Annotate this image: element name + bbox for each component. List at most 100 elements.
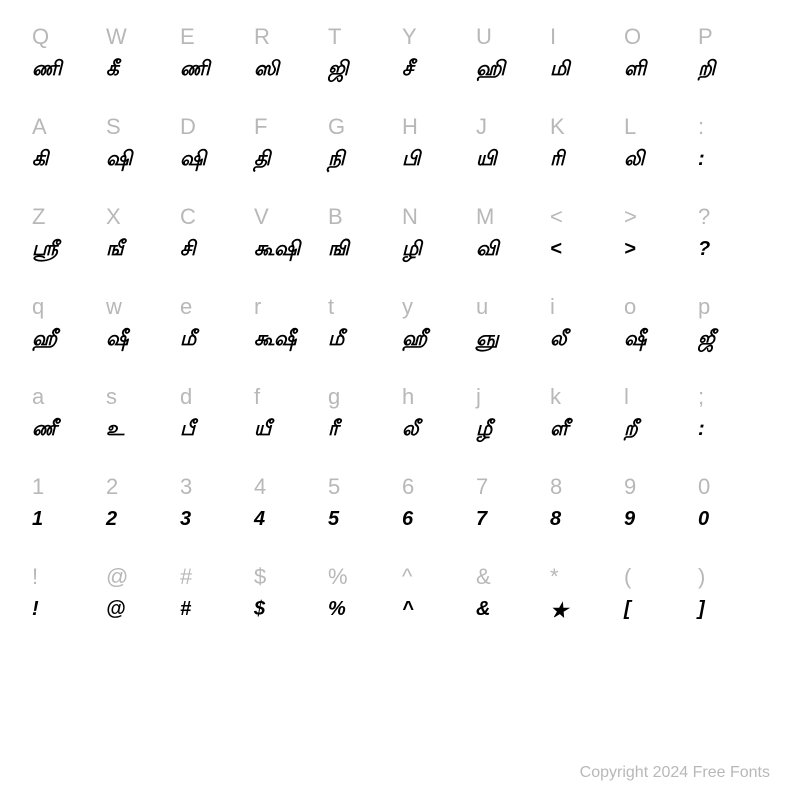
char-cell: ## (178, 560, 252, 650)
glyph: லீ (402, 418, 419, 443)
key-label: F (254, 114, 267, 140)
key-label: E (180, 24, 195, 50)
char-cell: Qணி (30, 20, 104, 110)
glyph: ஷீ (106, 328, 128, 353)
key-label: r (254, 294, 261, 320)
char-cell: *★ (548, 560, 622, 650)
char-cell: && (474, 560, 548, 650)
key-label: @ (106, 564, 128, 590)
key-label: ! (32, 564, 38, 590)
char-cell: e மீ (178, 290, 252, 380)
char-cell: 11 (30, 470, 104, 560)
glyph: பி (402, 148, 420, 173)
key-label: e (180, 294, 192, 320)
key-label: 2 (106, 474, 118, 500)
key-label: I (550, 24, 556, 50)
glyph: ழி (402, 238, 422, 263)
char-cell: k ளீ (548, 380, 622, 470)
glyph: 1 (32, 508, 43, 531)
glyph: வி (476, 238, 499, 263)
key-label: s (106, 384, 117, 410)
glyph: கீ (106, 58, 119, 83)
key-label: ) (698, 564, 705, 590)
char-cell: Kரி (548, 110, 622, 200)
key-label: Q (32, 24, 49, 50)
char-cell: Y சீ (400, 20, 474, 110)
glyph: ஸி (254, 58, 279, 83)
char-cell: !! (30, 560, 104, 650)
char-cell: ?? (696, 200, 770, 290)
char-cell: 55 (326, 470, 400, 560)
glyph: 8 (550, 508, 561, 531)
glyph: % (328, 598, 346, 621)
key-label: f (254, 384, 260, 410)
glyph: ளீ (550, 418, 568, 443)
glyph: & (476, 598, 490, 621)
char-cell: :: (696, 110, 770, 200)
glyph: ஜீ (698, 328, 715, 353)
copyright-footer: Copyright 2024 Free Fonts (580, 764, 770, 782)
char-cell: 88 (548, 470, 622, 560)
key-label: 1 (32, 474, 44, 500)
char-cell: @@ (104, 560, 178, 650)
glyph: ணீ (32, 418, 56, 443)
glyph: ணி (180, 58, 210, 83)
key-label: T (328, 24, 341, 50)
key-label: ( (624, 564, 631, 590)
key-label: B (328, 204, 343, 230)
char-cell: $$ (252, 560, 326, 650)
glyph: 9 (624, 508, 635, 531)
char-cell: N ழி (400, 200, 474, 290)
key-label: N (402, 204, 418, 230)
glyph: [ (624, 598, 631, 621)
glyph: 5 (328, 508, 339, 531)
key-label: d (180, 384, 192, 410)
glyph: @ (106, 598, 126, 621)
char-cell: Aகி (30, 110, 104, 200)
key-label: 3 (180, 474, 192, 500)
char-cell: q ஹீ (30, 290, 104, 380)
key-label: ; (698, 384, 704, 410)
char-cell: oஷீ (622, 290, 696, 380)
char-cell: Tஜி (326, 20, 400, 110)
key-label: 0 (698, 474, 710, 500)
char-cell: Uஹி (474, 20, 548, 110)
char-cell: hலீ (400, 380, 474, 470)
glyph: சீ (402, 58, 413, 83)
glyph: < (550, 238, 562, 261)
key-label: Y (402, 24, 417, 50)
char-cell: %% (326, 560, 400, 650)
char-cell: >> (622, 200, 696, 290)
key-label: i (550, 294, 555, 320)
key-label: w (106, 294, 122, 320)
glyph: கூஷி (254, 238, 300, 263)
char-cell: W கீ (104, 20, 178, 110)
key-label: k (550, 384, 561, 410)
glyph: ரி (550, 148, 564, 173)
key-label: D (180, 114, 196, 140)
char-cell: dபீ (178, 380, 252, 470)
char-cell: E ணி (178, 20, 252, 110)
char-cell: lறீ (622, 380, 696, 470)
glyph: லீ (550, 328, 567, 353)
char-cell: 66 (400, 470, 474, 560)
char-cell: Rஸி (252, 20, 326, 110)
glyph: றி (698, 58, 715, 83)
key-label: C (180, 204, 196, 230)
char-cell: pஜீ (696, 290, 770, 380)
glyph: ஷி (180, 148, 206, 173)
char-cell: i லீ (548, 290, 622, 380)
char-cell: Lலி (622, 110, 696, 200)
char-cell: Fதி (252, 110, 326, 200)
glyph: ரீ (328, 418, 338, 443)
char-cell: fயீ (252, 380, 326, 470)
glyph: மீ (180, 328, 196, 353)
key-label: q (32, 294, 44, 320)
char-cell: ([ (622, 560, 696, 650)
key-label: j (476, 384, 481, 410)
key-label: V (254, 204, 269, 230)
key-label: W (106, 24, 127, 50)
glyph: லி (624, 148, 644, 173)
glyph: ஹீ (32, 328, 57, 353)
glyph: யி (476, 148, 497, 173)
